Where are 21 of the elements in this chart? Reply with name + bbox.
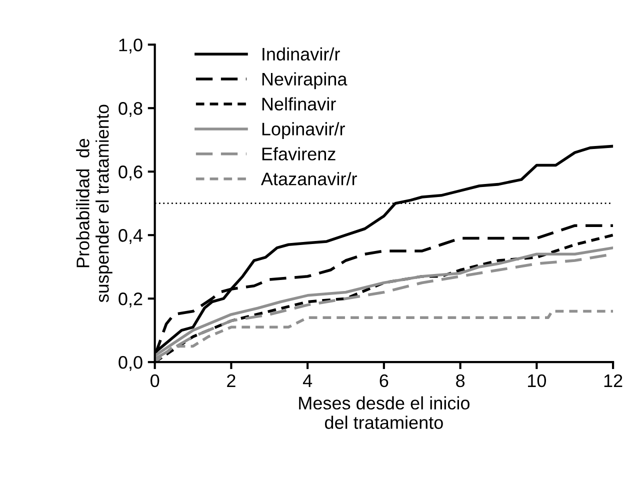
y-tick-label: 0,4 bbox=[118, 229, 143, 244]
x-tick-label: 6 bbox=[380, 374, 388, 388]
legend-label: Efavirenz bbox=[262, 147, 336, 160]
x-tick-label: 12 bbox=[604, 374, 622, 387]
y-tick-label: 0,8 bbox=[118, 102, 142, 117]
x-tick-label: 2 bbox=[227, 374, 236, 387]
legend-label: Nevirapina bbox=[262, 72, 348, 90]
y-tick-label: 0,0 bbox=[118, 356, 142, 371]
x-axis-title: Meses desde el inicio del tratamiento bbox=[299, 396, 470, 429]
legend-label: Atazanavir/r bbox=[260, 172, 357, 186]
legend-label: Nelfinavir bbox=[262, 97, 336, 110]
x-tick-label: 8 bbox=[456, 374, 465, 388]
x-tick-label: 10 bbox=[528, 374, 546, 388]
legend-label: Lopinavir/r bbox=[262, 122, 345, 140]
y-tick-label: 0,2 bbox=[118, 292, 142, 308]
y-tick-label: 1,0 bbox=[119, 38, 142, 54]
x-tick-label: 0 bbox=[150, 374, 160, 388]
legend-label: Indinavir/r bbox=[262, 47, 340, 61]
x-tick-label: 4 bbox=[302, 374, 312, 387]
y-tick-label: 0,6 bbox=[118, 166, 142, 180]
y-axis-title: Probabilidad de suspender el tratamiento bbox=[76, 104, 112, 302]
